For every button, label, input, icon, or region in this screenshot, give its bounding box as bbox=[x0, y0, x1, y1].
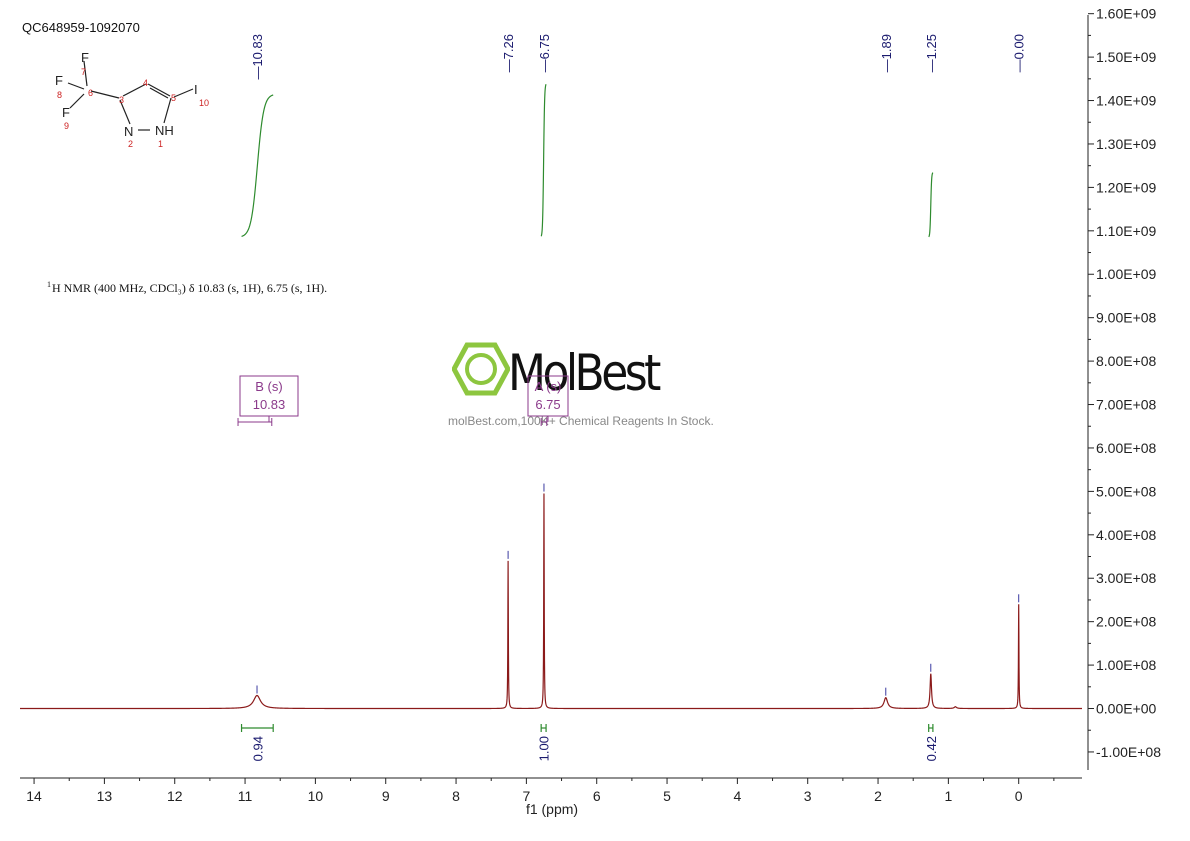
y-tick-label: 7.00E+08 bbox=[1096, 397, 1157, 413]
y-tick-label: 1.20E+09 bbox=[1096, 179, 1157, 195]
x-tick-label: 0 bbox=[1015, 788, 1023, 804]
x-tick-label: 12 bbox=[167, 788, 183, 804]
integral-curve bbox=[241, 94, 274, 237]
x-tick-label: 9 bbox=[382, 788, 390, 804]
y-tick-label: 1.10E+09 bbox=[1096, 223, 1157, 239]
integral-value: 0.42 bbox=[924, 736, 939, 761]
y-tick-label: 2.00E+08 bbox=[1096, 614, 1157, 630]
atom-label: F bbox=[62, 105, 70, 120]
x-tick-label: 4 bbox=[733, 788, 741, 804]
atom-label: I bbox=[194, 82, 198, 97]
integral-curve bbox=[928, 172, 934, 238]
x-tick-label: 10 bbox=[308, 788, 324, 804]
atom-number: 1 bbox=[158, 139, 163, 148]
integral-value: 1.00 bbox=[537, 736, 552, 761]
multiplet-shift: 10.83 bbox=[253, 397, 286, 412]
y-tick-label: 1.00E+08 bbox=[1096, 657, 1157, 673]
atom-label: N bbox=[124, 124, 133, 139]
y-tick-label: 1.60E+09 bbox=[1096, 6, 1157, 22]
spectrum-line bbox=[20, 493, 1082, 710]
integral-value: 0.94 bbox=[250, 736, 265, 761]
atom-number: 5 bbox=[171, 93, 176, 103]
multiplet-shift: 6.75 bbox=[535, 397, 560, 412]
x-tick-label: 13 bbox=[97, 788, 113, 804]
y-tick-label: 5.00E+08 bbox=[1096, 483, 1157, 499]
peak-label: —1.25 bbox=[924, 34, 939, 72]
y-tick-label: 3.00E+08 bbox=[1096, 570, 1157, 586]
y-tick-label: 1.00E+09 bbox=[1096, 266, 1157, 282]
atom-number: 6 bbox=[88, 88, 93, 98]
brand-tagline: molBest.com,100K+ Chemical Reagents In S… bbox=[448, 414, 714, 428]
peak-label: —1.89 bbox=[879, 34, 894, 72]
atom-label: NH bbox=[155, 123, 174, 138]
y-tick-label: 1.40E+09 bbox=[1096, 93, 1157, 109]
y-tick-label: 9.00E+08 bbox=[1096, 310, 1157, 326]
sample-id: QC648959-1092070 bbox=[22, 20, 140, 35]
y-tick-label: 1.30E+09 bbox=[1096, 136, 1157, 152]
peak-label: —6.75 bbox=[537, 34, 552, 72]
x-tick-label: 1 bbox=[944, 788, 952, 804]
atom-label: F bbox=[81, 50, 89, 65]
nmr-description: 1H NMR (400 MHz, CDCl₃) δ 10.83 (s, 1H),… bbox=[47, 280, 327, 296]
atom-label: F bbox=[55, 73, 63, 88]
nmr-nucleus-superscript: 1 bbox=[47, 280, 51, 289]
x-axis-title: f1 (ppm) bbox=[526, 801, 578, 817]
x-tick-label: 11 bbox=[238, 788, 253, 804]
brand-name: MolBest bbox=[508, 344, 661, 402]
atom-number: 7 bbox=[81, 67, 86, 77]
atom-number: 10 bbox=[199, 98, 209, 108]
peak-label: —0.00 bbox=[1012, 34, 1027, 72]
atom-number: 3 bbox=[119, 95, 124, 105]
x-tick-label: 5 bbox=[663, 788, 671, 804]
atom-number: 2 bbox=[128, 139, 133, 148]
y-tick-label: 0.00E+00 bbox=[1096, 701, 1157, 717]
y-tick-label: 1.50E+09 bbox=[1096, 49, 1157, 65]
multiplet-type: A (s) bbox=[535, 379, 562, 394]
multiplet-type: B (s) bbox=[255, 379, 282, 394]
x-tick-label: 8 bbox=[452, 788, 460, 804]
atom-number: 4 bbox=[143, 78, 148, 88]
y-tick-label: 6.00E+08 bbox=[1096, 440, 1157, 456]
benzene-ring-icon bbox=[452, 342, 510, 396]
peak-label: —7.26 bbox=[501, 34, 516, 72]
molecule-structure: F F F I N NH 7 8 9 6 3 4 5 10 2 1 bbox=[55, 50, 209, 148]
y-tick-label: -1.00E+08 bbox=[1096, 744, 1161, 760]
atom-number: 8 bbox=[57, 90, 62, 100]
atom-number: 9 bbox=[64, 121, 69, 131]
nmr-description-text: H NMR (400 MHz, CDCl₃) δ 10.83 (s, 1H), … bbox=[52, 281, 328, 295]
peak-label: —10.83 bbox=[250, 34, 265, 80]
integral-curve bbox=[540, 83, 547, 237]
x-tick-label: 14 bbox=[26, 788, 42, 804]
y-tick-label: 4.00E+08 bbox=[1096, 527, 1157, 543]
y-tick-label: 8.00E+08 bbox=[1096, 353, 1157, 369]
x-tick-label: 2 bbox=[874, 788, 882, 804]
x-tick-label: 3 bbox=[804, 788, 812, 804]
x-tick-label: 7 bbox=[522, 788, 530, 804]
x-tick-label: 6 bbox=[593, 788, 601, 804]
